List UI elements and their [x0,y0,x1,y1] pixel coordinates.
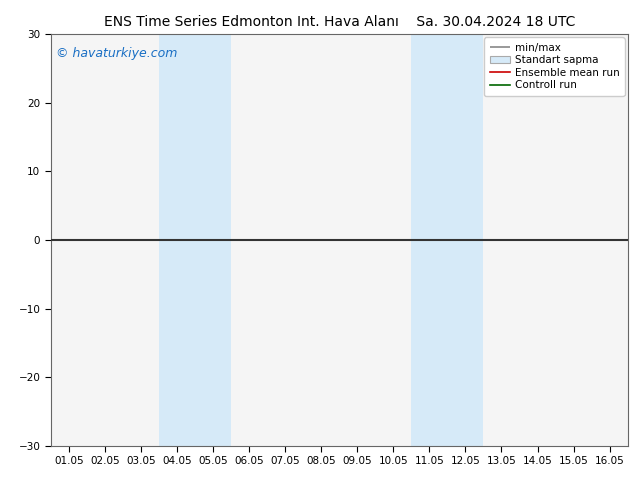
Bar [159,34,195,446]
Title: ENS Time Series Edmonton Int. Hava Alanı    Sa. 30.04.2024 18 UTC: ENS Time Series Edmonton Int. Hava Alanı… [103,15,575,29]
Legend: min/max, Standart sapma, Ensemble mean run, Controll run: min/max, Standart sapma, Ensemble mean r… [484,37,624,96]
Bar [448,34,483,446]
Bar [195,34,231,446]
Bar [411,34,448,446]
Text: © havaturkiye.com: © havaturkiye.com [56,47,178,60]
